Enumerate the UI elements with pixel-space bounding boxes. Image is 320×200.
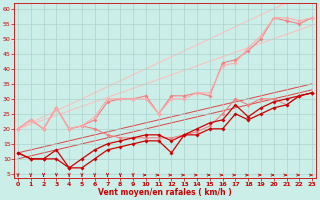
X-axis label: Vent moyen/en rafales ( km/h ): Vent moyen/en rafales ( km/h ) [98,188,232,197]
